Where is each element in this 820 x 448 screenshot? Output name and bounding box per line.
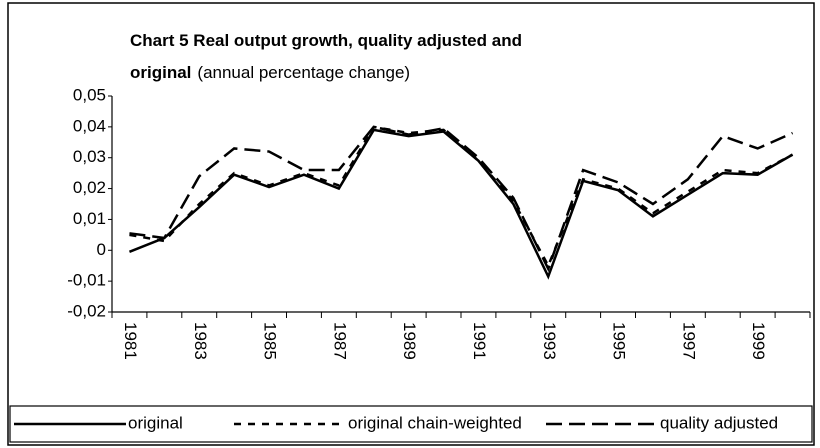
legend-label: quality adjusted	[660, 413, 778, 432]
x-tick-label: 1981	[121, 322, 140, 360]
chart-title-block: Chart 5 Real output growth, quality adju…	[130, 31, 522, 50]
chart-frame	[7, 2, 815, 446]
legend-label: original	[128, 413, 183, 432]
legend-frame	[9, 405, 813, 443]
x-tick-label: 1985	[261, 322, 280, 360]
series-line	[129, 125, 794, 273]
y-tick-label: 0,05	[73, 85, 106, 104]
y-tick-label: 0,03	[73, 147, 106, 166]
chart-subtitle-block: original (annual percentage change)	[130, 63, 410, 82]
series-line	[129, 125, 794, 269]
x-tick-label: 1987	[330, 322, 349, 360]
legend-label: original chain-weighted	[348, 413, 522, 432]
x-tick-label: 1989	[400, 322, 419, 360]
x-tick-label: 1983	[191, 322, 210, 360]
x-tick-label: 1991	[470, 322, 489, 360]
y-tick-label: -0,01	[67, 271, 106, 290]
y-tick-label: 0	[97, 240, 106, 259]
chart-title-cont: original	[130, 63, 191, 82]
y-tick-label: 0,02	[73, 178, 106, 197]
x-tick-label: 1999	[749, 322, 768, 360]
x-tick-label: 1997	[679, 322, 698, 360]
x-tick-label: 1993	[540, 322, 559, 360]
y-tick-label: 0,01	[73, 209, 106, 228]
x-tick-label: 1995	[610, 322, 629, 360]
y-tick-label: 0,04	[73, 116, 106, 135]
chart-title: Chart 5 Real output growth, quality adju…	[130, 31, 522, 50]
y-tick-label: -0,02	[67, 301, 106, 320]
chart-subtitle: (annual percentage change)	[197, 63, 410, 82]
